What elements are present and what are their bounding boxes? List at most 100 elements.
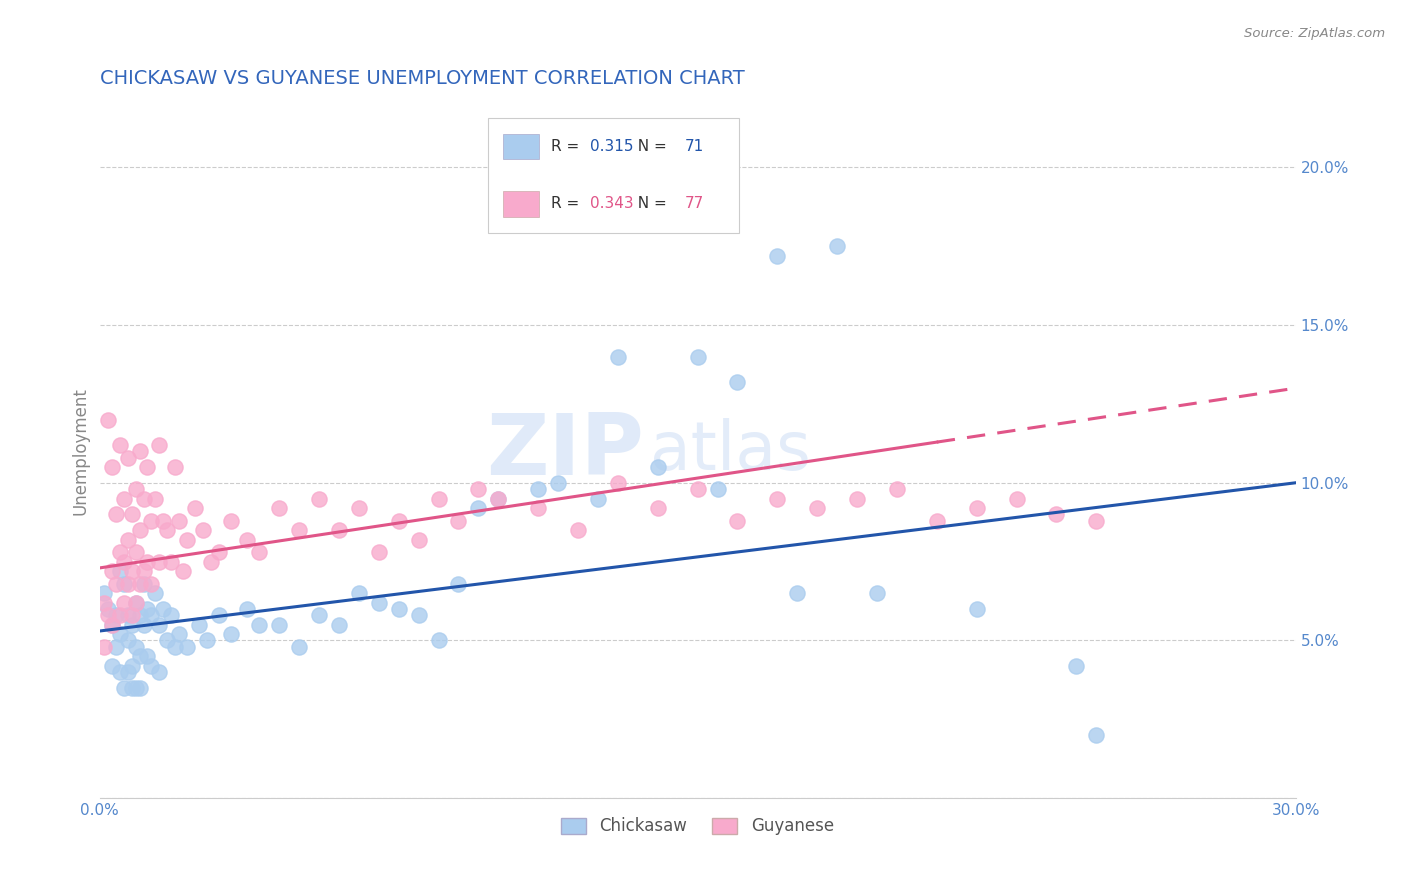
Point [347, 501, 370, 516]
Point [117, 633, 139, 648]
Point [124, 681, 146, 695]
Point [148, 438, 170, 452]
Point [486, 491, 509, 506]
Point [136, 602, 159, 616]
Point [846, 491, 869, 506]
Point [112, 596, 135, 610]
Point [686, 482, 709, 496]
Point [112, 576, 135, 591]
Point [160, 555, 183, 569]
Point [156, 633, 179, 648]
Point [527, 501, 550, 516]
Point [104, 508, 127, 522]
Point [121, 658, 143, 673]
Point [160, 608, 183, 623]
Point [104, 640, 127, 654]
Point [388, 514, 411, 528]
Point [766, 249, 789, 263]
Point [124, 482, 146, 496]
Point [886, 482, 908, 496]
Point [193, 523, 215, 537]
Point [141, 576, 163, 591]
Point [308, 491, 330, 506]
Point [121, 608, 143, 623]
Point [136, 555, 159, 569]
Point [367, 596, 389, 610]
Point [176, 533, 198, 547]
Point [806, 501, 828, 516]
Point [145, 586, 167, 600]
Legend: Chickasaw, Guyanese: Chickasaw, Guyanese [554, 811, 841, 842]
Point [100, 617, 122, 632]
Point [148, 665, 170, 679]
Point [467, 501, 489, 516]
Point [328, 617, 350, 632]
Point [786, 586, 808, 600]
Point [128, 576, 150, 591]
Point [727, 375, 749, 389]
Text: 0.343: 0.343 [591, 196, 634, 211]
Point [686, 350, 709, 364]
Point [288, 523, 311, 537]
Point [706, 482, 728, 496]
Point [647, 460, 669, 475]
Point [219, 514, 242, 528]
Point [1066, 658, 1088, 673]
Point [108, 438, 131, 452]
Point [606, 350, 628, 364]
Point [152, 514, 174, 528]
Point [93, 596, 115, 610]
Point [647, 501, 669, 516]
Point [132, 576, 155, 591]
Point [427, 491, 450, 506]
Point [148, 617, 170, 632]
Point [486, 491, 509, 506]
Point [184, 501, 207, 516]
Point [136, 460, 159, 475]
Point [1045, 508, 1067, 522]
Point [467, 482, 489, 496]
Point [128, 444, 150, 458]
Point [176, 640, 198, 654]
FancyBboxPatch shape [503, 191, 538, 217]
Point [121, 564, 143, 578]
Point [108, 545, 131, 559]
Point [1085, 728, 1108, 742]
Point [236, 533, 259, 547]
FancyBboxPatch shape [488, 119, 740, 233]
Point [408, 533, 430, 547]
Point [141, 514, 163, 528]
Point [132, 491, 155, 506]
Text: 0.315: 0.315 [591, 139, 634, 154]
Point [121, 617, 143, 632]
Text: 77: 77 [685, 196, 704, 211]
Point [188, 617, 211, 632]
Point [200, 555, 222, 569]
Point [152, 602, 174, 616]
Point [169, 514, 191, 528]
Point [427, 633, 450, 648]
Point [117, 665, 139, 679]
Point [100, 617, 122, 632]
Point [121, 508, 143, 522]
Point [267, 501, 290, 516]
Point [347, 586, 370, 600]
Point [97, 413, 120, 427]
Text: Source: ZipAtlas.com: Source: ZipAtlas.com [1244, 27, 1385, 40]
Point [766, 491, 789, 506]
Point [547, 475, 569, 490]
Text: ZIP: ZIP [486, 409, 644, 492]
Point [156, 523, 179, 537]
Point [388, 602, 411, 616]
Point [447, 514, 470, 528]
Point [112, 681, 135, 695]
Point [108, 608, 131, 623]
Point [145, 491, 167, 506]
Text: CHICKASAW VS GUYANESE UNEMPLOYMENT CORRELATION CHART: CHICKASAW VS GUYANESE UNEMPLOYMENT CORRE… [100, 69, 744, 87]
Point [966, 501, 988, 516]
Text: atlas: atlas [650, 418, 811, 484]
Point [117, 576, 139, 591]
Point [567, 523, 589, 537]
Point [367, 545, 389, 559]
Point [104, 576, 127, 591]
